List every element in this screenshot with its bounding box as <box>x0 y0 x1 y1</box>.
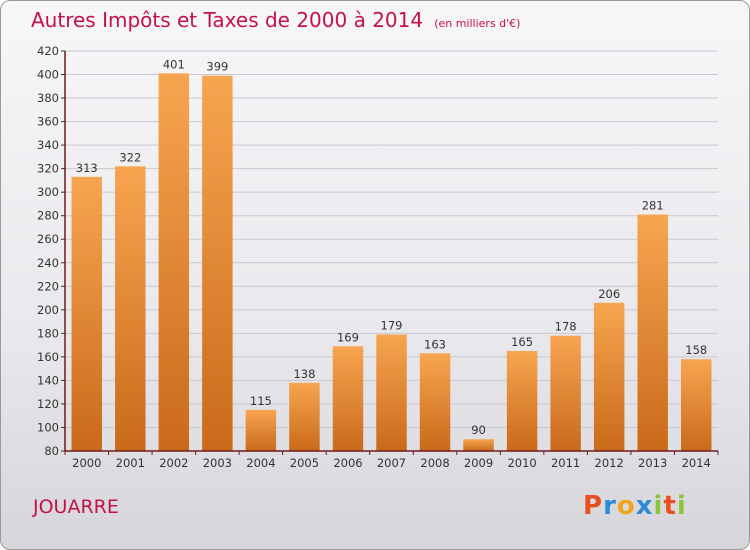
logo-letter: o <box>616 491 636 521</box>
y-tick-label: 180 <box>37 326 59 340</box>
logo-letter: t <box>663 491 677 521</box>
y-tick-label: 240 <box>37 256 59 270</box>
data-label-2010: 165 <box>511 335 533 349</box>
bar-2004 <box>245 409 277 451</box>
x-tick-label-2000: 2000 <box>72 456 101 470</box>
x-tick-label-2005: 2005 <box>290 456 319 470</box>
bar-2012 <box>593 302 625 451</box>
logo-letter: x <box>635 491 654 521</box>
bar-2007 <box>376 334 407 451</box>
x-tick-label-2004: 2004 <box>246 456 275 470</box>
y-tick-label: 80 <box>44 444 59 458</box>
data-label-2004: 115 <box>250 394 272 408</box>
chart-subtitle: (en milliers d'€) <box>434 17 521 30</box>
bar-2003 <box>202 75 233 452</box>
logo-letter: P <box>583 491 604 521</box>
data-label-2014: 158 <box>685 343 707 357</box>
x-tick-label-2011: 2011 <box>551 456 580 470</box>
bar-2009 <box>463 439 494 451</box>
data-label-2006: 169 <box>337 330 359 344</box>
y-tick-label: 420 <box>37 44 59 58</box>
y-tick-label: 400 <box>37 68 59 82</box>
x-tick-label-2013: 2013 <box>638 456 667 470</box>
y-tick-label: 200 <box>37 303 59 317</box>
bar-2014 <box>680 359 712 451</box>
bar-2000 <box>71 176 103 451</box>
data-label-2003: 399 <box>206 60 228 74</box>
x-tick-label-2012: 2012 <box>595 456 624 470</box>
bar-2013 <box>637 214 668 451</box>
axes <box>64 51 718 452</box>
y-axis-ticks: 80 100 120 140 160 180 200 220 240 260 280 300 320 34… <box>37 44 65 458</box>
x-tick-label-2014: 2014 <box>682 456 711 470</box>
x-tick-label-2007: 2007 <box>377 456 406 470</box>
title-row: Autres Impôts et Taxes de 2000 à 2014 (e… <box>31 8 520 32</box>
x-tick-label-2003: 2003 <box>203 456 232 470</box>
bar-2001 <box>115 166 146 451</box>
data-labels: 313 322 401 399 115 138 169 179 163 90 165 178 206 28… <box>76 57 707 437</box>
y-tick-label: 380 <box>37 91 59 105</box>
data-label-2008: 163 <box>424 337 446 351</box>
y-tick-label: 340 <box>37 138 59 152</box>
y-tick-label: 160 <box>37 350 59 364</box>
y-tick-label: 100 <box>37 420 59 434</box>
bar-2002 <box>158 73 190 452</box>
bar-2005 <box>289 382 320 451</box>
data-label-2012: 206 <box>598 287 620 301</box>
x-tick-label-2001: 2001 <box>116 456 145 470</box>
chart-title: Autres Impôts et Taxes de 2000 à 2014 <box>31 8 424 32</box>
data-label-2001: 322 <box>119 150 141 164</box>
x-tick-label-2008: 2008 <box>420 456 449 470</box>
y-tick-label: 260 <box>37 232 59 246</box>
logo-letter: i <box>653 491 664 521</box>
x-tick-label-2010: 2010 <box>507 456 536 470</box>
bar-2011 <box>550 335 581 451</box>
bar-2006 <box>332 346 364 451</box>
y-tick-label: 320 <box>37 162 59 176</box>
bar-2010 <box>506 351 538 451</box>
data-label-2000: 313 <box>76 161 98 175</box>
logo-letter: r <box>603 491 617 521</box>
logo-letter: i <box>676 491 687 521</box>
bars <box>71 73 712 452</box>
commune-name: JOUARRE <box>33 496 119 518</box>
x-axis-ticks: 2000 2001 2002 2003 2004 2005 2006 2007 2008 2009… <box>64 451 719 470</box>
y-tick-label: 220 <box>37 279 59 293</box>
y-tick-label: 360 <box>37 115 59 129</box>
data-label-2011: 178 <box>555 320 577 334</box>
y-tick-label: 140 <box>37 373 59 387</box>
data-label-2007: 179 <box>381 319 403 333</box>
x-tick-label-2006: 2006 <box>333 456 362 470</box>
x-tick-label-2002: 2002 <box>159 456 188 470</box>
data-label-2005: 138 <box>293 367 315 381</box>
bar-2008 <box>419 353 451 451</box>
y-tick-label: 120 <box>37 397 59 411</box>
proxiti-logo[interactable]: Proxiti <box>583 491 687 521</box>
y-tick-label: 280 <box>37 209 59 223</box>
data-label-2009: 90 <box>471 423 486 437</box>
x-tick-label-2009: 2009 <box>464 456 493 470</box>
y-tick-label: 300 <box>37 185 59 199</box>
data-label-2013: 281 <box>642 199 664 213</box>
data-label-2002: 401 <box>163 57 185 71</box>
